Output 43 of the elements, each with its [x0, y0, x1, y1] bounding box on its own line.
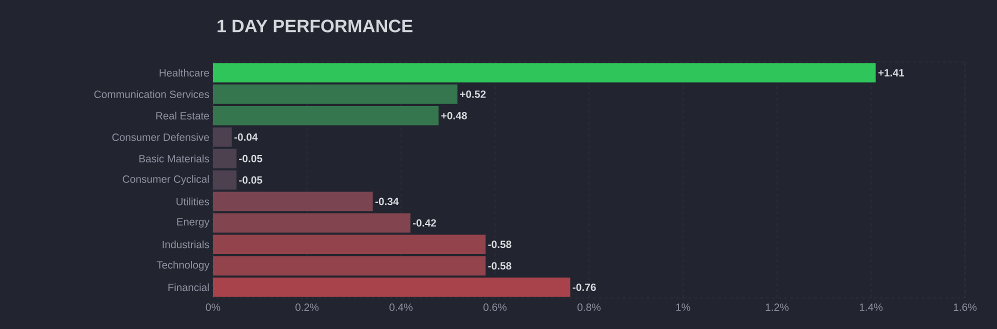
annotation: -0.05	[239, 154, 262, 162]
annotation: -0.76	[572, 284, 596, 291]
x-tick-label: 1.4%	[860, 304, 883, 311]
y-tick-label: Energy	[177, 218, 210, 228]
bar	[213, 127, 232, 147]
x-tick-label: 0.4%	[389, 304, 413, 311]
bar	[213, 192, 373, 212]
x-tick-label: 0%	[206, 304, 220, 311]
annotation: -0.34	[375, 198, 399, 206]
x-tick-label: 0.6%	[483, 304, 507, 311]
bar	[213, 256, 486, 276]
annotation: -0.42	[413, 219, 436, 227]
x-tick-label: 1%	[676, 304, 690, 311]
y-tick-label: Healthcare	[160, 68, 210, 77]
bar	[213, 278, 570, 297]
bar	[213, 213, 410, 233]
annotation: -0.58	[488, 240, 512, 248]
annotation: +1.41	[878, 69, 904, 76]
y-tick-label: Industrials	[162, 240, 210, 248]
y-tick-label: Consumer Cyclical	[122, 175, 209, 185]
x-tick-label: 1.6%	[954, 304, 977, 311]
x-tick-label: 0.2%	[295, 304, 319, 311]
y-tick-label: Real Estate	[156, 112, 209, 120]
y-tick-label: Basic Materials	[139, 154, 210, 162]
bar	[213, 148, 237, 168]
y-tick-label: Utilities	[176, 198, 210, 206]
bar	[213, 234, 486, 254]
bar	[213, 84, 458, 104]
y-tick-label: Consumer Defensive	[112, 133, 209, 141]
x-tick-label: 1.2%	[766, 304, 789, 311]
x-tick-label: 0.8%	[577, 304, 601, 311]
bar	[213, 63, 876, 82]
annotation: +0.48	[441, 112, 467, 120]
y-tick-label: Technology	[156, 260, 210, 271]
annotation: -0.05	[239, 176, 262, 184]
bar	[213, 170, 237, 190]
y-tick-label: Financial	[168, 283, 209, 292]
y-tick-label: Communication Services	[94, 90, 210, 98]
annotation: +0.52	[460, 90, 486, 98]
annotation: -0.04	[234, 133, 258, 141]
annotation: -0.58	[488, 262, 512, 270]
chart-title: 1 DAY PERFORMANCE	[218, 20, 412, 32]
bar	[213, 106, 439, 126]
